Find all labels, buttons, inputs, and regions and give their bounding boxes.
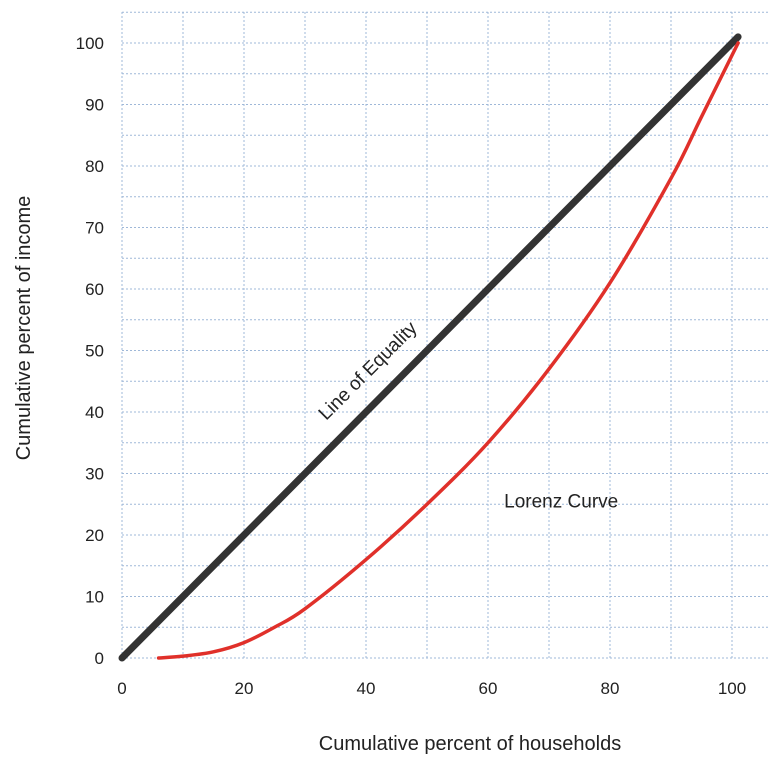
y-axis-ticks: 0 10 20 30 40 50 60 70 80 90 100	[76, 34, 104, 668]
y-tick-label: 70	[85, 219, 104, 238]
x-tick-label: 0	[117, 679, 126, 698]
y-tick-label: 0	[95, 649, 104, 668]
y-tick-label: 20	[85, 526, 104, 545]
x-tick-label: 80	[601, 679, 620, 698]
lorenz-curve-label: Lorenz Curve	[504, 491, 618, 512]
y-tick-label: 80	[85, 157, 104, 176]
x-tick-label: 100	[718, 679, 746, 698]
y-tick-label: 40	[85, 403, 104, 422]
x-axis-ticks: 0 20 40 60 80 100	[117, 679, 746, 698]
y-tick-label: 90	[85, 96, 104, 115]
lorenz-curve	[156, 41, 740, 660]
y-tick-label: 30	[85, 465, 104, 484]
y-tick-label: 60	[85, 280, 104, 299]
y-tick-label: 10	[85, 588, 104, 607]
y-tick-label: 50	[85, 342, 104, 361]
y-axis-title: Cumulative percent of income	[13, 196, 35, 461]
y-tick-label: 100	[76, 34, 104, 53]
x-tick-label: 20	[235, 679, 254, 698]
line-of-equality	[118, 33, 742, 662]
x-tick-label: 40	[357, 679, 376, 698]
x-axis-title: Cumulative percent of households	[319, 733, 621, 755]
x-tick-label: 60	[479, 679, 498, 698]
series-group	[118, 33, 742, 662]
